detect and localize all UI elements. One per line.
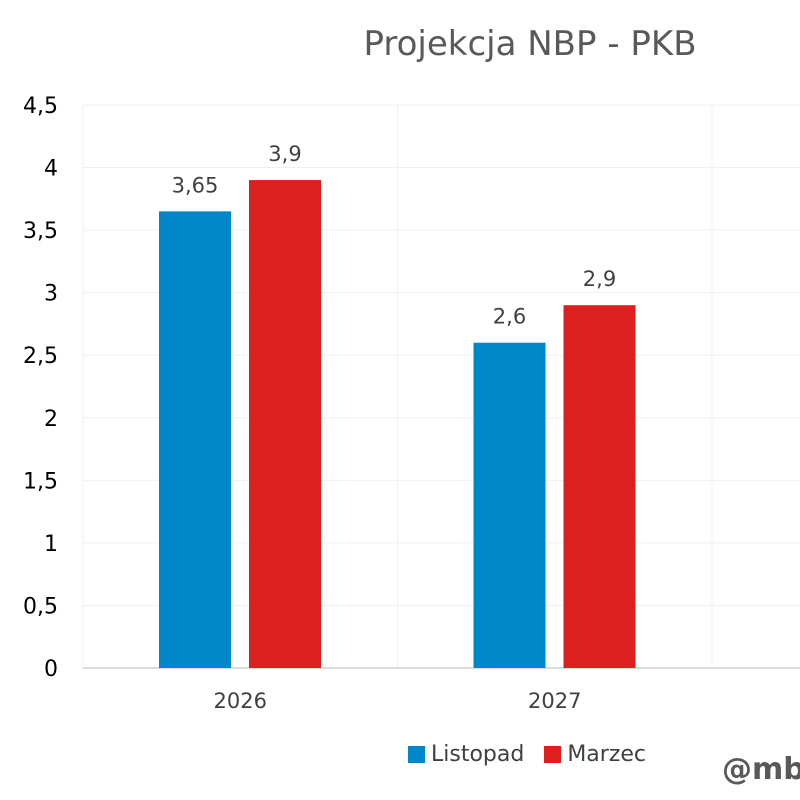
legend-label: Listopad — [431, 742, 525, 767]
legend-item-marzec: Marzec — [544, 742, 646, 767]
y-tick-label: 0,5 — [23, 594, 58, 619]
bar-listopad-2027 — [473, 342, 546, 668]
legend-swatch — [408, 746, 425, 763]
y-tick-label: 4 — [44, 157, 58, 182]
y-tick-label: 1,5 — [23, 469, 58, 494]
data-label: 2,6 — [493, 305, 526, 329]
y-tick-label: 2 — [44, 407, 58, 432]
legend-item-listopad: Listopad — [408, 742, 524, 767]
y-tick-label: 2,5 — [23, 344, 58, 369]
x-tick-label: 2026 — [214, 689, 267, 713]
x-tick-label: 2027 — [528, 689, 581, 713]
y-tick-label: 4,5 — [23, 94, 58, 119]
legend-swatch — [544, 746, 562, 763]
y-tick-label: 3,5 — [23, 219, 58, 244]
legend-label: Marzec — [567, 742, 647, 767]
y-tick-label: 0 — [44, 657, 58, 682]
data-label: 3,9 — [268, 142, 301, 166]
bar-marzec-2026 — [249, 180, 321, 669]
bar-marzec-2027 — [563, 305, 636, 668]
y-tick-label: 1 — [44, 532, 58, 557]
bar-listopad-2026 — [159, 211, 231, 668]
data-label: 3,65 — [172, 173, 219, 197]
chart-title: Projekcja NBP - PKB — [363, 24, 697, 64]
watermark: @mb — [722, 752, 800, 787]
legend: Listopad Marzec — [408, 742, 646, 767]
y-tick-label: 3 — [44, 282, 58, 307]
data-label: 2,9 — [583, 267, 616, 291]
